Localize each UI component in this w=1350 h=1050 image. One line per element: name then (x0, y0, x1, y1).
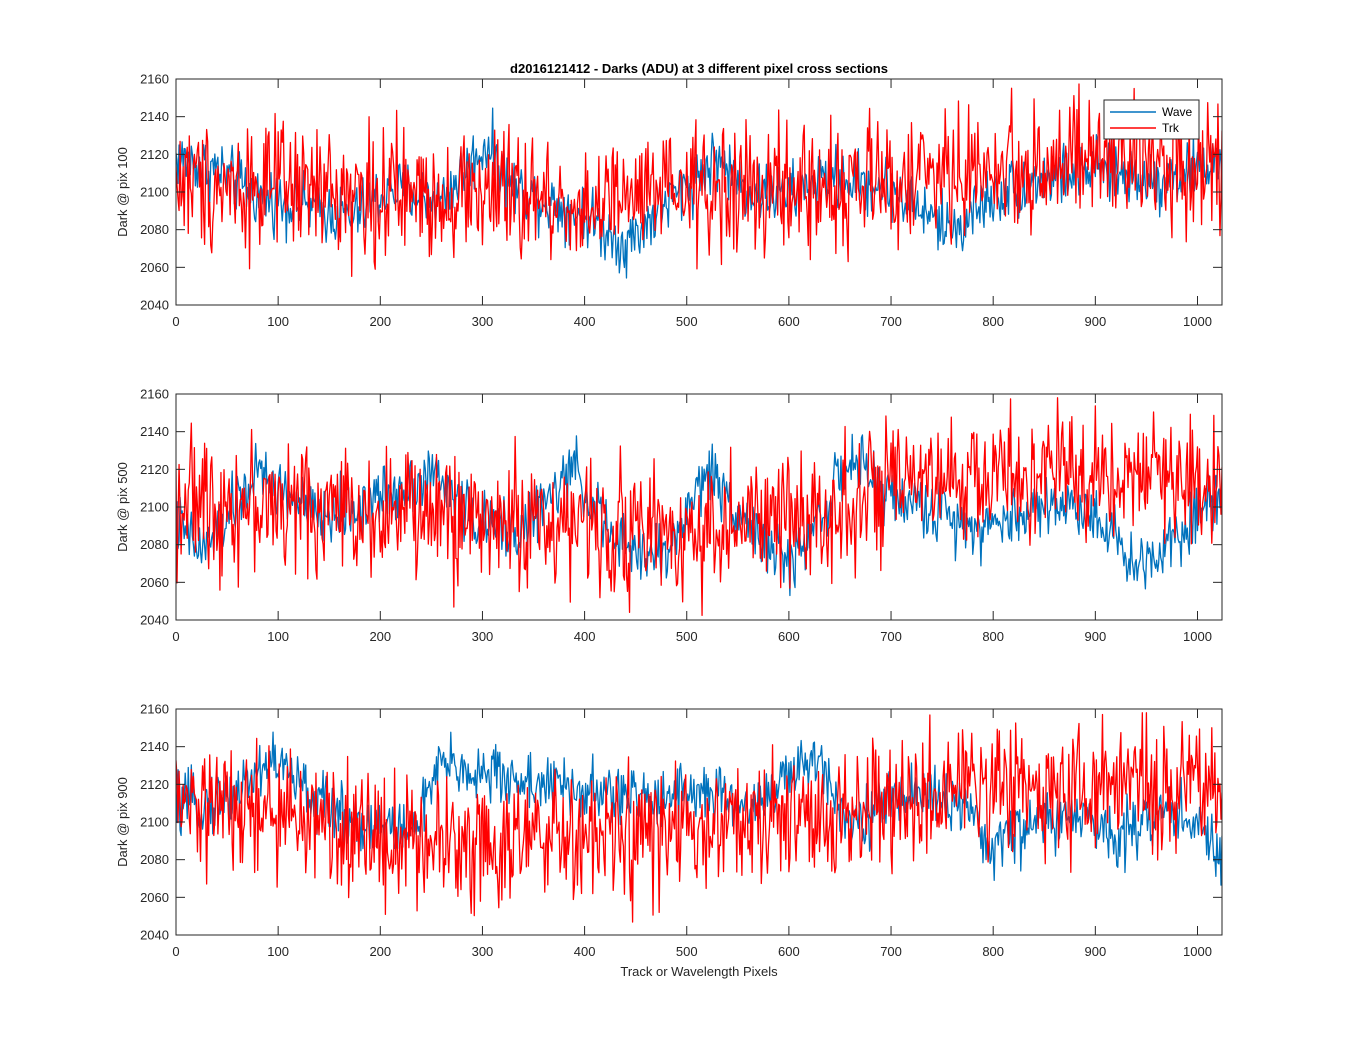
y-tick-label: 2100 (140, 815, 169, 830)
y-axis-label: Dark @ pix 900 (115, 777, 130, 867)
x-tick-label: 400 (574, 314, 596, 329)
y-tick-label: 2160 (140, 72, 169, 87)
x-tick-label: 900 (1084, 944, 1106, 959)
y-tick-label: 2080 (140, 537, 169, 552)
x-tick-label: 100 (267, 944, 289, 959)
x-tick-label: 1000 (1183, 629, 1212, 644)
x-tick-label: 0 (172, 629, 179, 644)
y-tick-label: 2060 (140, 575, 169, 590)
x-tick-label: 700 (880, 314, 902, 329)
x-tick-label: 1000 (1183, 314, 1212, 329)
legend-label-trk: Trk (1162, 121, 1180, 135)
x-tick-label: 800 (982, 944, 1004, 959)
y-tick-label: 2060 (140, 890, 169, 905)
series-line-trk (176, 712, 1222, 923)
series-group (176, 397, 1222, 616)
x-tick-label: 300 (472, 629, 494, 644)
y-tick-label: 2060 (140, 260, 169, 275)
x-tick-label: 200 (369, 944, 391, 959)
series-line-trk (176, 397, 1222, 616)
series-line-wave (176, 433, 1222, 597)
y-tick-label: 2040 (140, 298, 169, 313)
x-tick-label: 500 (676, 314, 698, 329)
x-tick-label: 600 (778, 314, 800, 329)
y-tick-label: 2140 (140, 424, 169, 439)
y-tick-label: 2080 (140, 852, 169, 867)
x-tick-label: 300 (472, 314, 494, 329)
series-line-wave (176, 107, 1222, 279)
figure-title: d2016121412 - Darks (ADU) at 3 different… (510, 61, 888, 76)
x-tick-label: 600 (778, 944, 800, 959)
x-tick-label: 0 (172, 944, 179, 959)
x-tick-label: 100 (267, 629, 289, 644)
x-tick-label: 700 (880, 629, 902, 644)
y-tick-label: 2160 (140, 702, 169, 717)
y-axis-label: Dark @ pix 500 (115, 462, 130, 552)
y-tick-label: 2140 (140, 109, 169, 124)
y-tick-label: 2160 (140, 387, 169, 402)
y-tick-label: 2120 (140, 147, 169, 162)
x-tick-label: 200 (369, 314, 391, 329)
x-tick-label: 400 (574, 944, 596, 959)
x-tick-label: 200 (369, 629, 391, 644)
x-tick-label: 600 (778, 629, 800, 644)
series-group (176, 712, 1222, 923)
y-tick-label: 2120 (140, 777, 169, 792)
x-tick-label: 800 (982, 629, 1004, 644)
x-tick-label: 500 (676, 944, 698, 959)
panel-3: 0 100 200 300 400 500 600 700 800 900 1000 2040 2060… (115, 702, 1223, 959)
series-line-wave (176, 731, 1222, 886)
x-tick-label: 300 (472, 944, 494, 959)
panel-2: 0 100 200 300 400 500 600 700 800 900 1000 2040 2060… (115, 387, 1223, 644)
y-tick-label: 2120 (140, 462, 169, 477)
x-tick-label: 100 (267, 314, 289, 329)
x-tick-label: 800 (982, 314, 1004, 329)
x-tick-label: 1000 (1183, 944, 1212, 959)
x-tick-label: 500 (676, 629, 698, 644)
y-tick-label: 2140 (140, 739, 169, 754)
y-tick-label: 2100 (140, 500, 169, 515)
y-tick-label: 2040 (140, 613, 169, 628)
series-group (176, 83, 1222, 279)
x-tick-label: 900 (1084, 314, 1106, 329)
x-tick-label: 700 (880, 944, 902, 959)
y-axis-label: Dark @ pix 100 (115, 147, 130, 237)
y-tick-label: 2100 (140, 185, 169, 200)
x-tick-label: 0 (172, 314, 179, 329)
legend: Wave Trk (1103, 99, 1200, 140)
x-axis-label: Track or Wavelength Pixels (620, 964, 778, 979)
y-tick-label: 2080 (140, 222, 169, 237)
series-line-trk (176, 83, 1222, 277)
panel-1: 0 100 200 300 400 500 600 700 800 900 1000 2040 2060… (115, 72, 1223, 329)
legend-label-wave: Wave (1162, 105, 1193, 119)
x-tick-label: 900 (1084, 629, 1106, 644)
y-tick-label: 2040 (140, 928, 169, 943)
legend-box (1103, 99, 1200, 140)
x-tick-label: 400 (574, 629, 596, 644)
